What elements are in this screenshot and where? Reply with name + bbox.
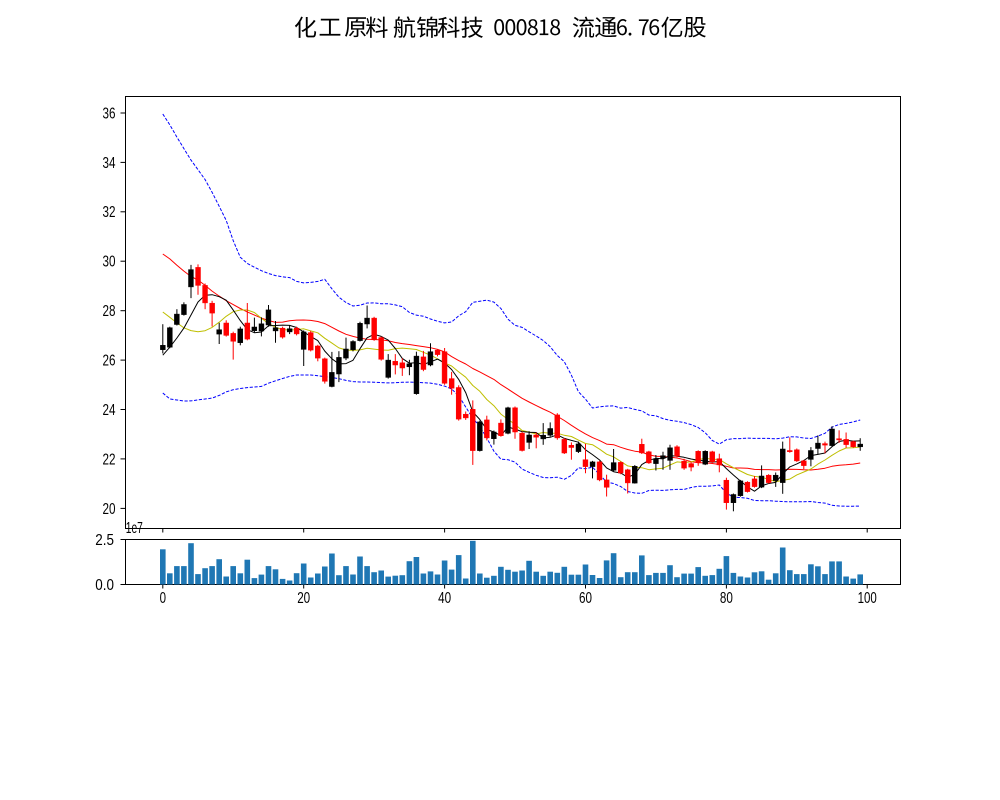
svg-text:24: 24 [103,402,116,419]
svg-text:1e7: 1e7 [126,520,143,537]
svg-text:26: 26 [103,353,116,370]
svg-text:34: 34 [103,155,116,172]
svg-text:2.5: 2.5 [95,532,114,549]
svg-text:40: 40 [438,590,451,607]
svg-text:36: 36 [103,105,116,122]
svg-text:20: 20 [297,590,310,607]
svg-text:80: 80 [720,590,733,607]
svg-text:0.0: 0.0 [95,577,114,594]
svg-text:0: 0 [160,590,167,607]
svg-text:100: 100 [858,590,877,607]
svg-text:30: 30 [103,254,116,271]
svg-text:20: 20 [103,501,116,518]
svg-text:22: 22 [103,451,116,468]
svg-text:28: 28 [103,303,116,320]
svg-text:60: 60 [579,590,592,607]
svg-text:32: 32 [103,204,116,221]
